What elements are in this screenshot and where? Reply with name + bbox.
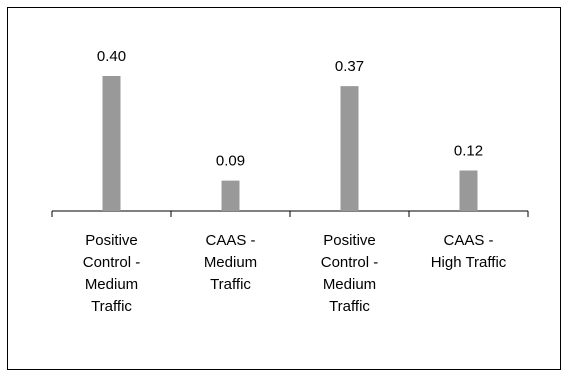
bar-chart: 0.40 0.09 0.37 0.12 [51, 48, 529, 217]
data-label: 0.37 [335, 58, 364, 75]
data-label: 0.40 [97, 48, 126, 65]
x-axis-ticks [51, 211, 529, 217]
data-label: 0.09 [216, 153, 245, 170]
bars-group [102, 76, 478, 211]
category-label: CAAS - High Traffic [430, 232, 507, 271]
data-labels-group: 0.40 0.09 0.37 0.12 [97, 48, 483, 170]
category-label: Positive Control - Medium Traffic [82, 232, 141, 315]
chart-frame: 0.40 0.09 0.37 0.12 Positive Control - Medi… [7, 7, 561, 370]
bar [102, 76, 121, 211]
bar [340, 86, 359, 211]
category-label: Positive Control - Medium Traffic [320, 232, 379, 315]
data-label: 0.12 [454, 143, 483, 160]
bar [459, 170, 478, 211]
category-label: CAAS - Medium Traffic [203, 232, 258, 293]
bar [221, 180, 240, 211]
